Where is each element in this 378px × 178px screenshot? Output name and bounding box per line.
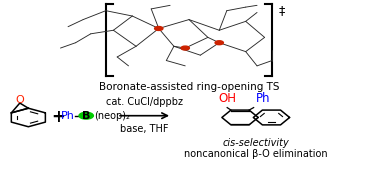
Text: cat. CuCl/dppbz: cat. CuCl/dppbz (106, 97, 183, 107)
Text: +: + (52, 108, 65, 127)
Text: Boronate-assisted ring-opening TS: Boronate-assisted ring-opening TS (99, 82, 279, 92)
Circle shape (79, 112, 93, 119)
Text: cis-selectivity: cis-selectivity (222, 138, 289, 148)
Text: noncanonical β-O elimination: noncanonical β-O elimination (184, 149, 328, 159)
Circle shape (155, 27, 163, 30)
Text: base, THF: base, THF (120, 124, 169, 134)
Text: O: O (15, 95, 24, 105)
Text: ‡: ‡ (279, 4, 285, 17)
Circle shape (215, 41, 223, 45)
Text: Ph: Ph (60, 111, 74, 121)
Text: OH: OH (218, 92, 236, 105)
Text: (neop)₂: (neop)₂ (94, 111, 130, 121)
Circle shape (181, 46, 189, 50)
Text: Ph: Ph (256, 92, 270, 105)
Text: B: B (82, 111, 90, 121)
